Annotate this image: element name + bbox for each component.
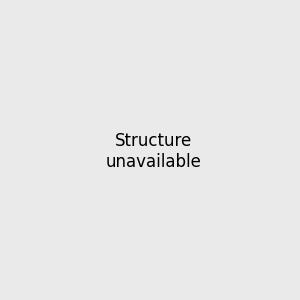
Text: Structure
unavailable: Structure unavailable [106, 132, 202, 171]
